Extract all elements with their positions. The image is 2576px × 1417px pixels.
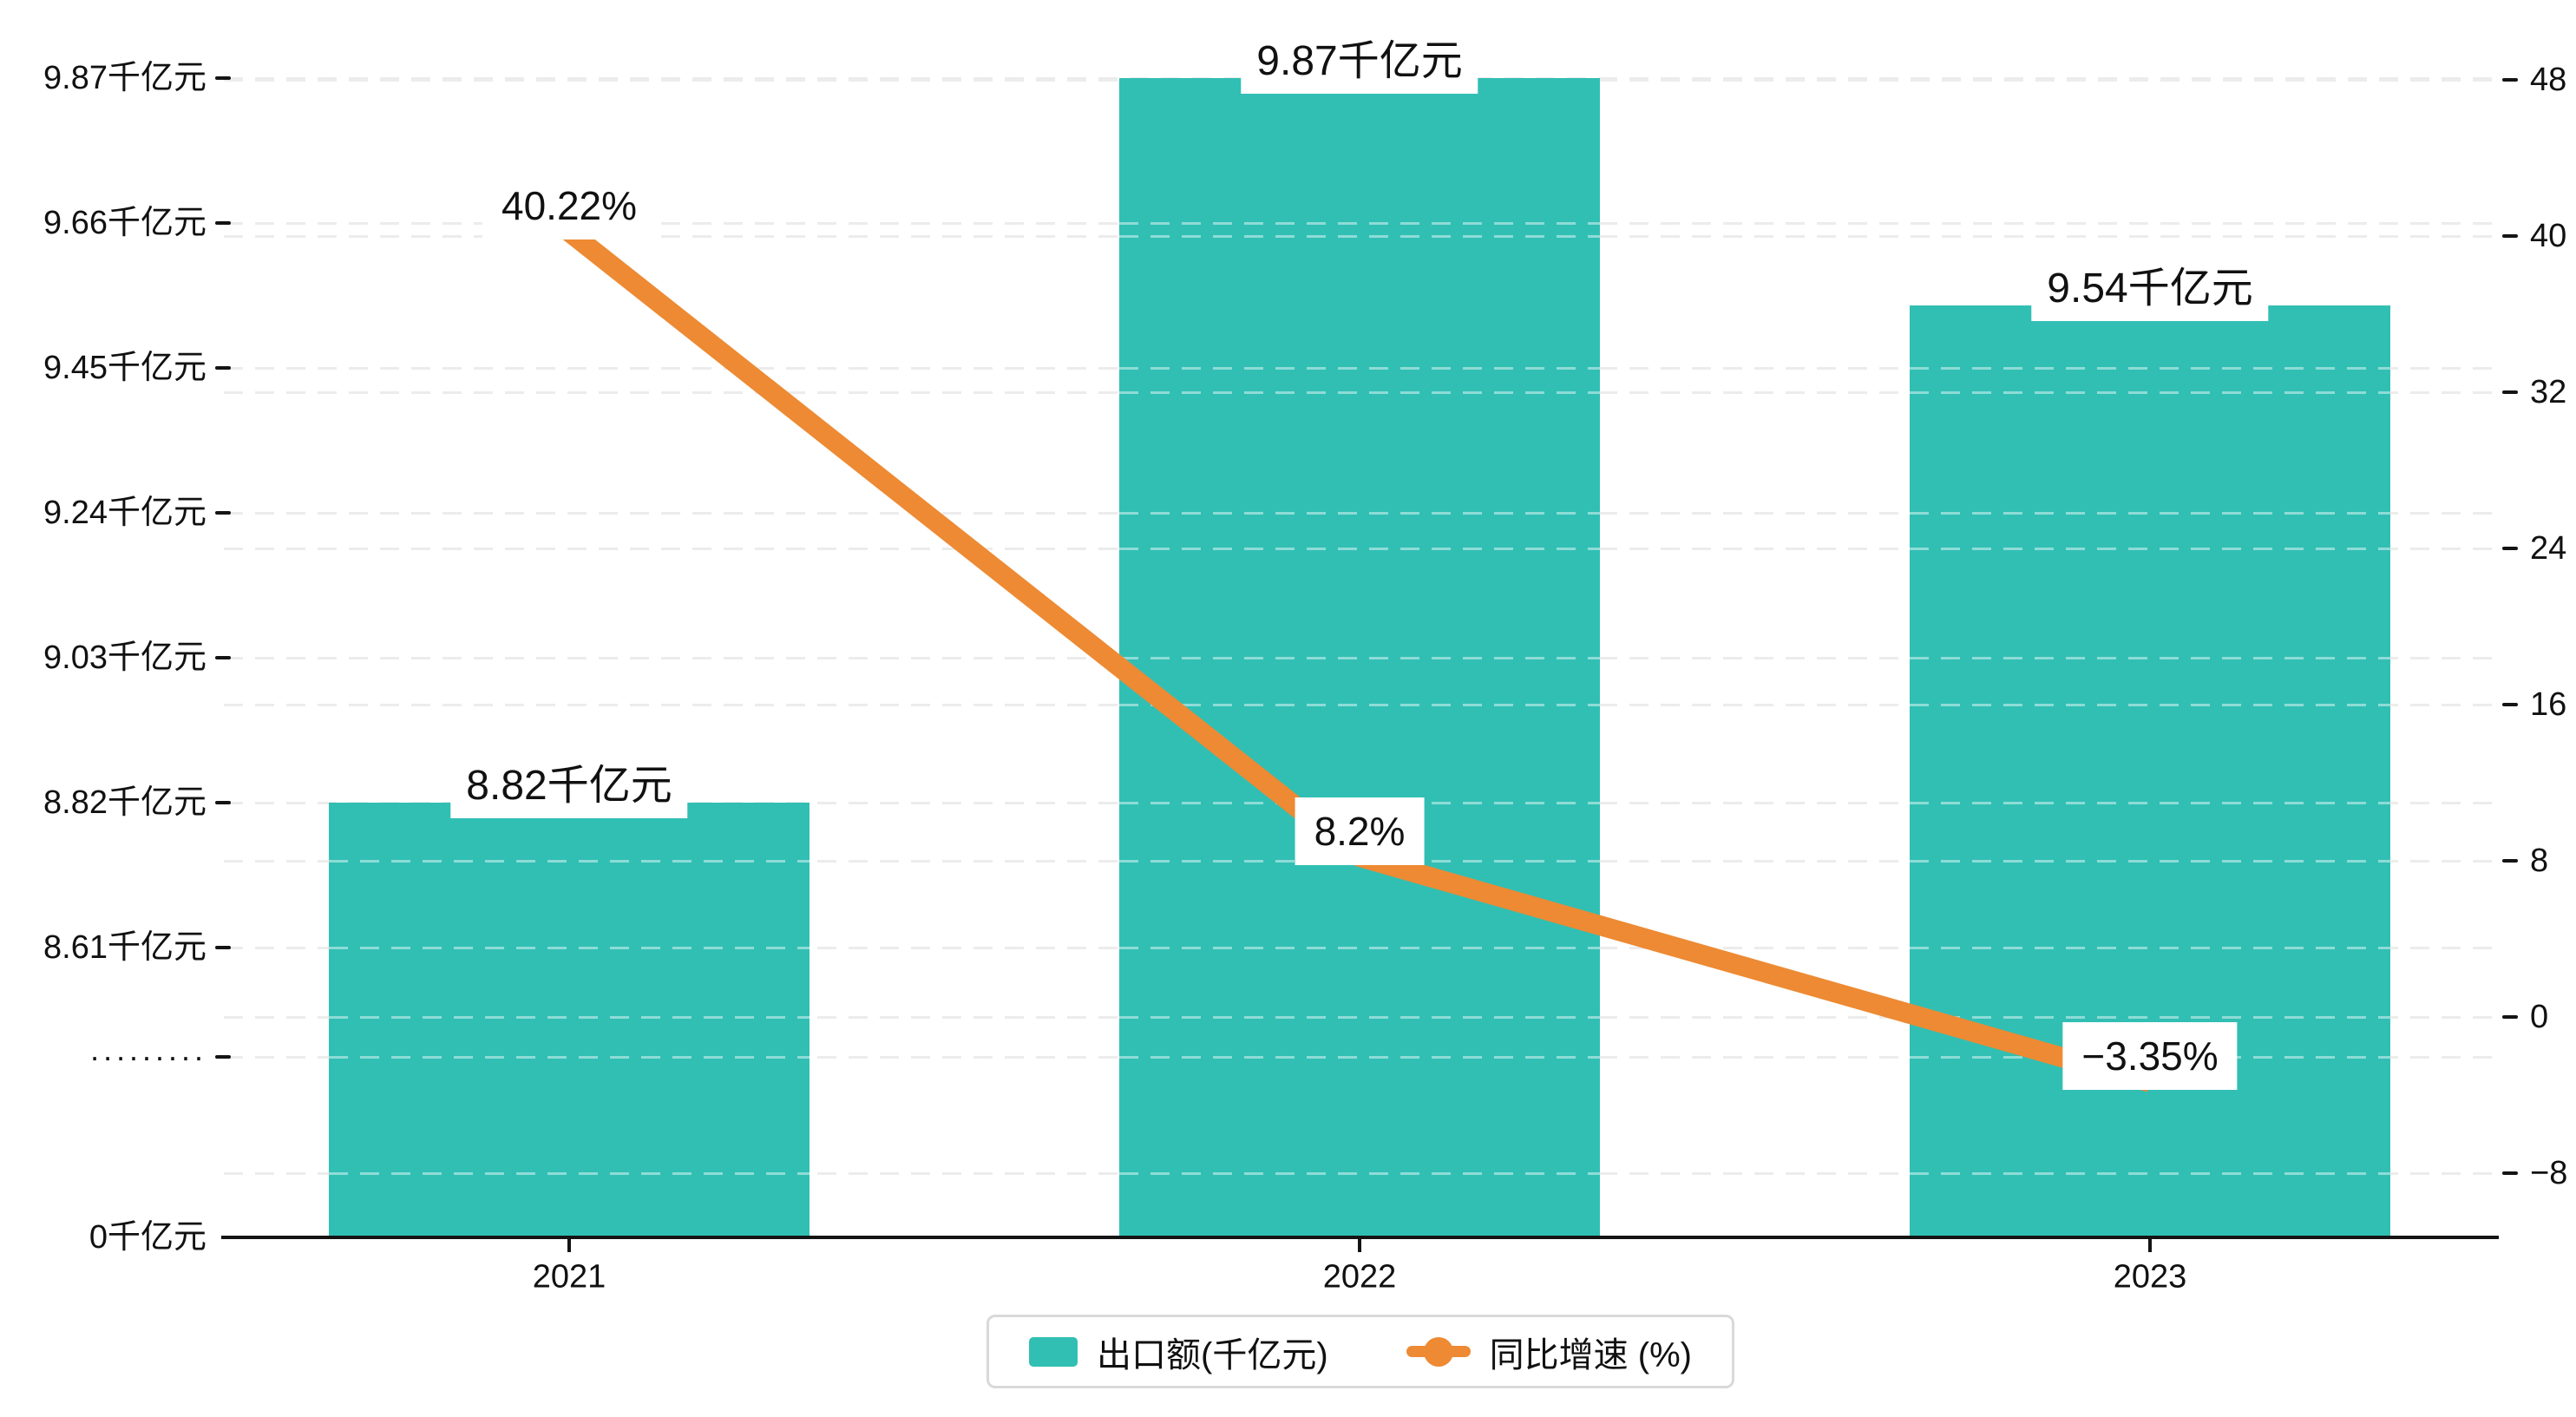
- y-axis-right-tick-mark: [2502, 1171, 2518, 1175]
- y-axis-right-tick-mark: [2502, 1015, 2518, 1019]
- gridline-over-bar: [1910, 1016, 2390, 1019]
- line-value-label: 8.2%: [1295, 797, 1425, 865]
- gridline-over-bar: [1910, 860, 2390, 863]
- y-axis-left-tick-mark: [215, 511, 231, 515]
- y-axis-left-tick-mark: [215, 366, 231, 370]
- gridline-over-bar: [1119, 548, 1600, 550]
- gridline-over-bar: [1910, 548, 2390, 550]
- gridline-over-bar: [1119, 704, 1600, 706]
- bar-series-swatch: [1029, 1336, 1078, 1367]
- legend-item-growth[interactable]: 同比增速 (%): [1406, 1327, 1692, 1377]
- y-axis-right-tick-label: 8: [2530, 843, 2549, 879]
- legend-label-growth: 同比增速 (%): [1489, 1335, 1692, 1374]
- y-axis-left-tick-mark: [215, 946, 231, 949]
- gridline-over-bar: [1910, 704, 2390, 706]
- bar-2021: [329, 803, 810, 1237]
- gridline-over-bar: [329, 1056, 810, 1059]
- x-axis-tick-mark: [1358, 1239, 1361, 1252]
- y-axis-right-tick-label: 16: [2530, 686, 2567, 723]
- gridline-over-bar: [1119, 222, 1600, 225]
- gridline-over-bar: [1119, 512, 1600, 515]
- y-axis-left-tick-label: 9.45千亿元: [43, 350, 206, 386]
- gridline-over-bar: [1910, 657, 2390, 659]
- gridline-over-bar: [329, 860, 810, 863]
- gridline-over-bar: [329, 1172, 810, 1175]
- y-axis-right-tick-label: 0: [2530, 999, 2549, 1035]
- x-axis-tick-mark: [2148, 1239, 2152, 1252]
- y-axis-left-tick-label: 9.24千亿元: [43, 495, 206, 531]
- x-axis-label-2021: 2021: [532, 1258, 606, 1296]
- line-value-label: 40.22%: [482, 172, 657, 240]
- gridline-over-bar: [1910, 947, 2390, 949]
- y-axis-right-tick-label: 24: [2530, 530, 2567, 567]
- gridline-over-bar: [1910, 802, 2390, 804]
- bar-value-label: 9.87千亿元: [1241, 19, 1478, 94]
- bar-value-label: 9.54千亿元: [2031, 246, 2269, 322]
- y-axis-left-tick-mark: [215, 76, 231, 80]
- y-axis-left-tick-label: 9.03千亿元: [43, 640, 206, 676]
- gridline-over-bar: [1119, 1056, 1600, 1059]
- y-axis-right-tick-label: 32: [2530, 374, 2567, 410]
- y-axis-break-label: ·········: [89, 1039, 206, 1074]
- line-value-label: −3.35%: [2062, 1022, 2238, 1091]
- gridline-over-bar: [1119, 1172, 1600, 1175]
- y-axis-left-tick-label: 8.82千亿元: [43, 784, 206, 821]
- growth-line: [562, 224, 2153, 1092]
- x-axis-label-2022: 2022: [1322, 1258, 1397, 1296]
- y-axis-left-tick-mark: [215, 1055, 231, 1059]
- y-axis-right-tick-mark: [2502, 78, 2518, 82]
- gridline-over-bar: [1119, 1016, 1600, 1019]
- bar-value-label: 8.82千亿元: [450, 744, 688, 818]
- y-axis-left-tick-label: 9.87千亿元: [43, 60, 206, 96]
- y-axis-right-tick-mark: [2502, 390, 2518, 394]
- y-axis-zero-label: 0千亿元: [88, 1219, 206, 1256]
- gridline-over-bar: [1119, 947, 1600, 949]
- gridline-over-bar: [1910, 391, 2390, 394]
- gridline-over-bar: [1910, 367, 2390, 370]
- y-axis-right-tick-label: 40: [2530, 218, 2567, 254]
- y-axis-left-tick-mark: [215, 801, 231, 804]
- line-series-dot: [1423, 1336, 1453, 1367]
- x-axis-tick-mark: [567, 1239, 571, 1252]
- y-axis-right-tick-mark: [2502, 547, 2518, 550]
- gridline-over-bar: [1119, 367, 1600, 370]
- gridline-over-bar: [1910, 512, 2390, 515]
- gridline-over-bar: [1119, 235, 1600, 238]
- y-axis-left-tick-label: 8.61千亿元: [43, 929, 206, 966]
- gridline-over-bar: [1119, 657, 1600, 659]
- line-series-swatch: [1406, 1336, 1471, 1367]
- x-axis-label-2023: 2023: [2113, 1258, 2187, 1296]
- y-axis-right-tick-label: −8: [2530, 1155, 2568, 1191]
- gridline-over-bar: [329, 1016, 810, 1019]
- gridline-over-bar: [329, 947, 810, 949]
- legend: 出口额(千亿元) 同比增速 (%): [986, 1315, 1734, 1388]
- gridline-over-bar: [1119, 391, 1600, 394]
- y-axis-right-tick-label: 48: [2530, 62, 2567, 98]
- y-axis-left-tick-mark: [215, 656, 231, 659]
- legend-label-export: 出口额(千亿元): [1097, 1335, 1328, 1374]
- bar-2022: [1119, 78, 1600, 1237]
- legend-item-export[interactable]: 出口额(千亿元): [1029, 1327, 1328, 1377]
- x-axis: [221, 1236, 2499, 1239]
- y-axis-right-tick-mark: [2502, 703, 2518, 706]
- y-axis-left-tick-label: 9.66千亿元: [43, 205, 206, 241]
- gridline-over-bar: [1910, 1172, 2390, 1175]
- y-axis-right-tick-mark: [2502, 859, 2518, 863]
- y-axis-right-tick-mark: [2502, 234, 2518, 238]
- y-axis-left-tick-mark: [215, 221, 231, 225]
